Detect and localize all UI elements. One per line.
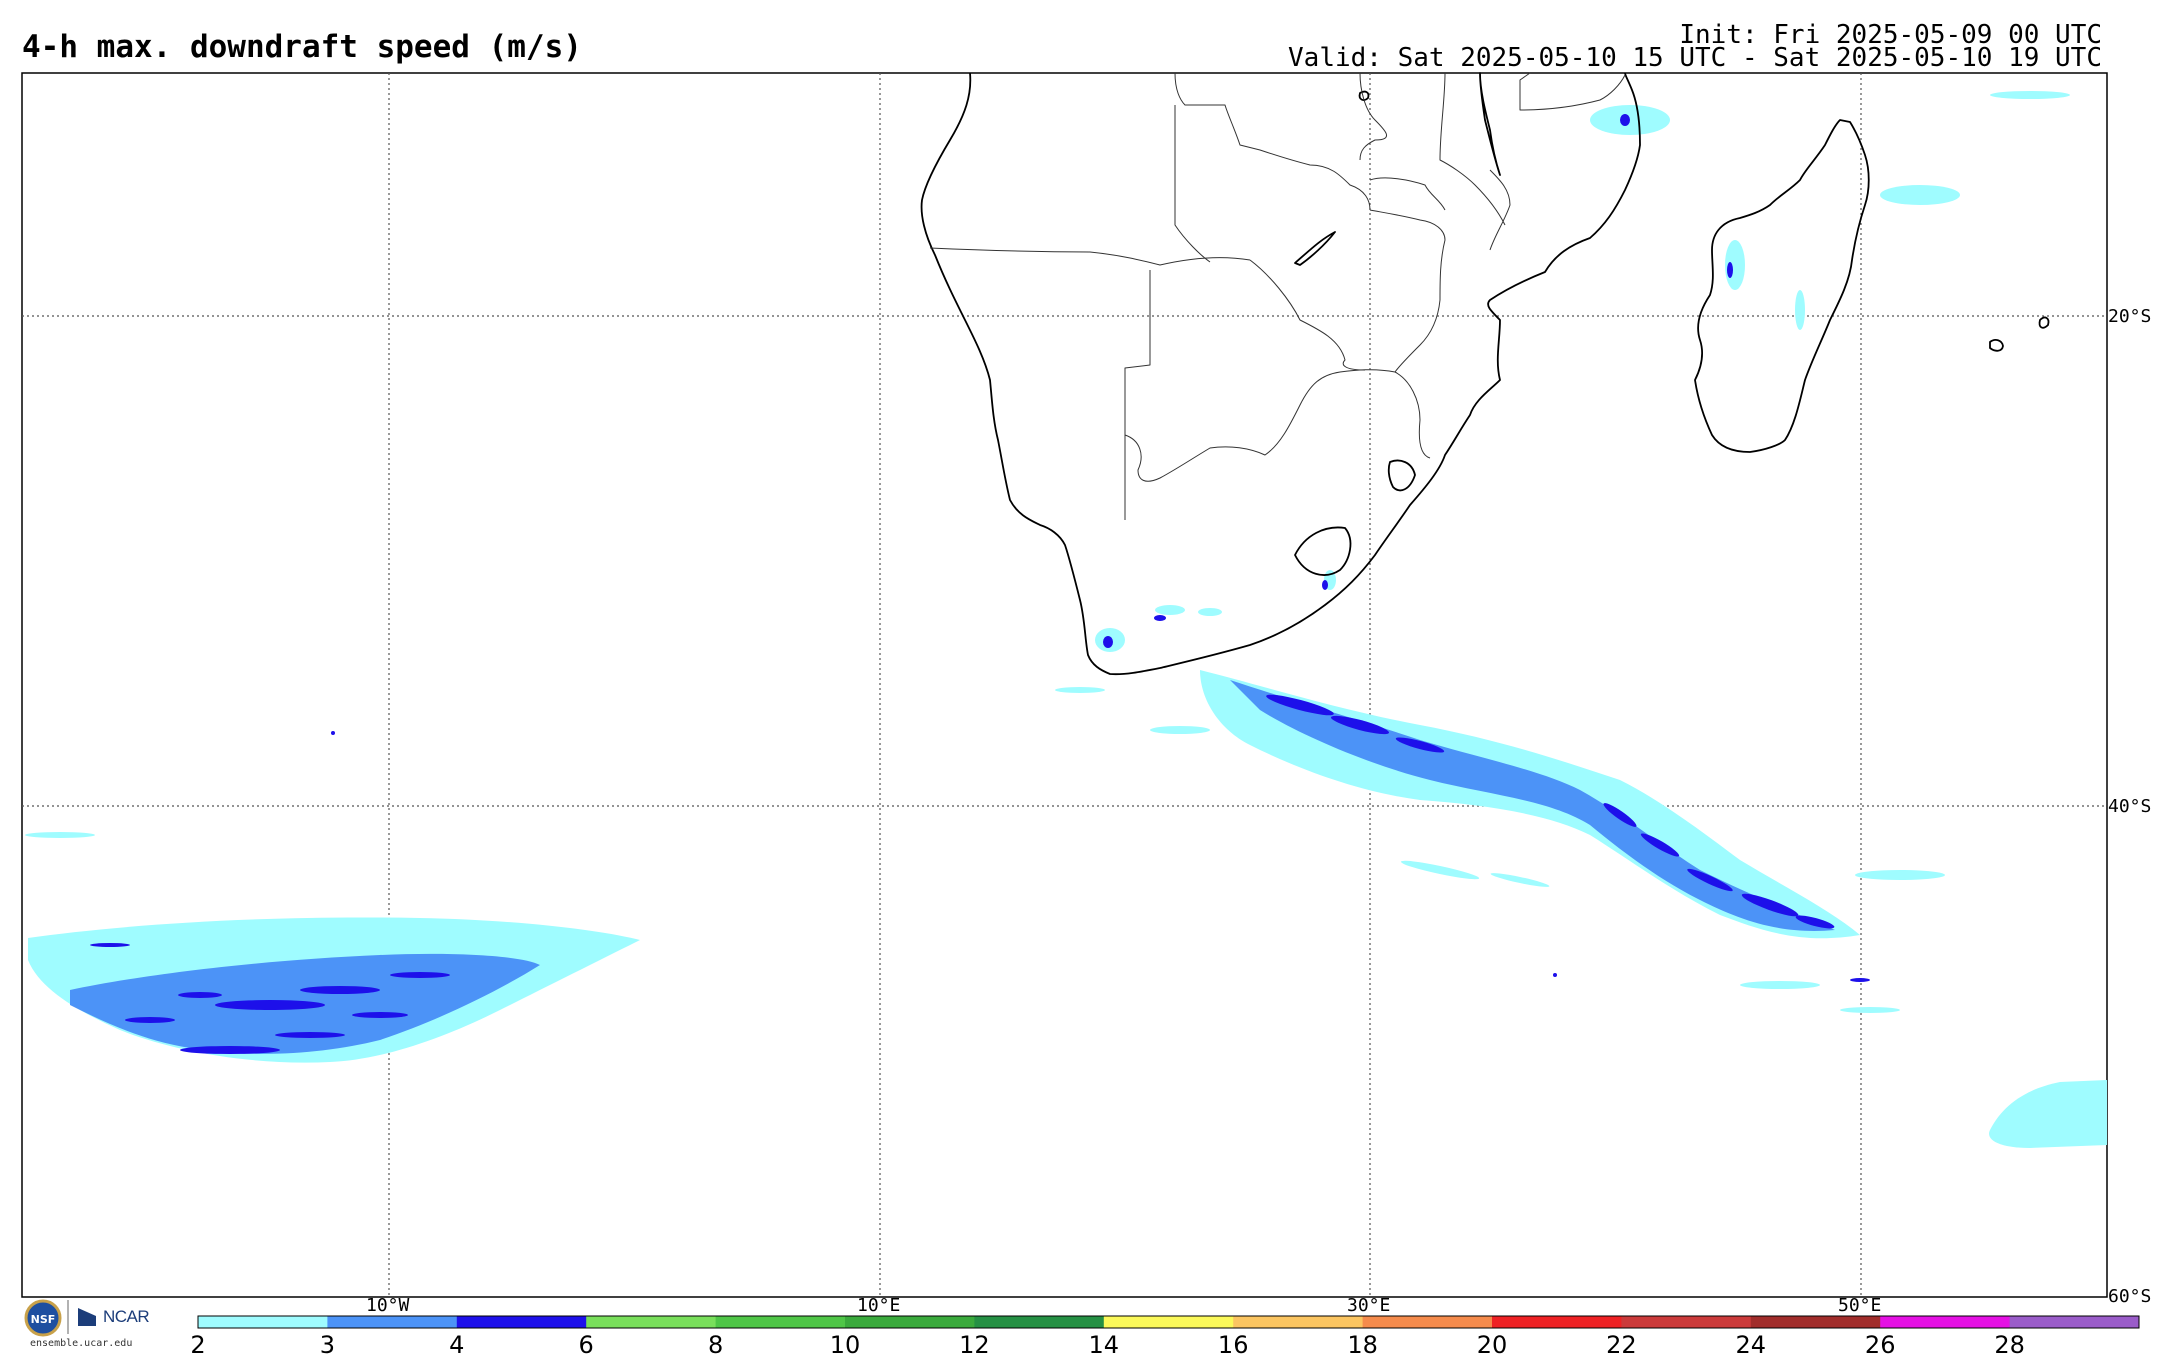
downdraft-area-land-cells: [1095, 91, 2070, 652]
colorbar-swatch: [1750, 1316, 1881, 1328]
downdraft-area-atlantic-dark: [90, 943, 450, 1054]
lon-label-10e: 10°E: [857, 1295, 900, 1316]
colorbar-swatch: [1492, 1316, 1622, 1328]
nsf-logo-text: NSF: [31, 1313, 56, 1326]
colorbar-tick-label: 3: [320, 1331, 335, 1354]
valid-time: Valid: Sat 2025-05-10 15 UTC - Sat 2025-…: [1288, 43, 2102, 73]
lat-label-20s: 20°S: [2108, 306, 2151, 327]
colorbar-swatch: [456, 1316, 587, 1328]
colorbar-swatch: [974, 1316, 1105, 1328]
lesotho-border: [1294, 526, 1352, 576]
colorbar-swatch: [586, 1316, 717, 1328]
colorbar-tick-label: 24: [1736, 1331, 1767, 1354]
lake-tanganyika: [1358, 90, 1370, 101]
colorbar-tick-label: 26: [1865, 1331, 1896, 1354]
colorbar-swatch: [2009, 1316, 2140, 1328]
ncar-logo-text: NCAR: [103, 1307, 150, 1326]
ncar-logo: NSF: [24, 1299, 96, 1337]
colorbar-tick-label: 18: [1347, 1331, 1378, 1354]
downdraft-area-front-medium: [1230, 680, 1835, 931]
lon-label-10w: 10°W: [366, 1295, 410, 1316]
colorbar-swatch: [198, 1316, 328, 1328]
map-title: 4-h max. downdraft speed (m/s): [22, 29, 582, 65]
lon-label-50e: 50°E: [1838, 1295, 1881, 1316]
downdraft-shading: [25, 91, 2107, 1148]
downdraft-area-land-cells-dark: [331, 114, 1733, 735]
site-url: ensemble.ucar.edu: [30, 1338, 133, 1349]
colorbar-outline: [197, 1315, 2140, 1329]
colorbar-tick-label: 14: [1089, 1331, 1120, 1354]
ncar-flame-icon: [78, 1308, 96, 1326]
colorbar-swatch: [327, 1316, 458, 1328]
colorbar-swatch: [1880, 1316, 2011, 1328]
madagascar-coastline: [1694, 119, 1870, 453]
lat-label-60s: 60°S: [2108, 1286, 2151, 1307]
init-time: Init: Fri 2025-05-09 00 UTC: [1679, 20, 2102, 50]
swaziland-border: [1387, 459, 1416, 492]
mauritius-coastline: [2038, 316, 2050, 329]
colorbar-tick-labels: 2 3 4 6 8 10 12 14 16 18 20 22 24 26 28: [190, 1331, 2025, 1354]
country-borders: [929, 72, 1626, 520]
lon-label-30e: 30°E: [1347, 1295, 1390, 1316]
downdraft-area-front-scattered: [25, 687, 1945, 1013]
coastlines: [920, 72, 2050, 676]
lake-malawi: [1479, 72, 1501, 176]
nsf-logo-icon: [24, 1299, 62, 1337]
colorbar-tick-label: 28: [1994, 1331, 2025, 1354]
colorbar-swatch: [715, 1316, 846, 1328]
colorbar-tick-label: 6: [579, 1331, 594, 1354]
reunion-coastline: [1989, 339, 2004, 352]
colorbar-swatch: [1621, 1316, 1752, 1328]
colorbar-tick-label: 4: [449, 1331, 464, 1354]
gridlines: [22, 73, 2107, 1297]
downdraft-area-southeast-light: [1989, 1080, 2107, 1148]
colorbar-tick-label: 22: [1606, 1331, 1637, 1354]
colorbar-swatch: [845, 1316, 975, 1328]
colorbar-swatch: [1233, 1316, 1364, 1328]
colorbar-tick-label: 16: [1218, 1331, 1249, 1354]
lake-kariba: [1294, 231, 1336, 266]
downdraft-area-front-dark: [1266, 694, 1870, 987]
africa-coastline: [920, 72, 1641, 676]
colorbar-tick-label: 2: [190, 1331, 205, 1354]
colorbar-swatch: [1362, 1316, 1493, 1328]
colorbar-swatches: [198, 1316, 2140, 1328]
colorbar-tick-label: 8: [708, 1331, 723, 1354]
colorbar-tick-label: 10: [830, 1331, 861, 1354]
map-frame: [21, 72, 2108, 1298]
colorbar-tick-label: 12: [959, 1331, 990, 1354]
colorbar-tick-label: 20: [1477, 1331, 1508, 1354]
lat-label-40s: 40°S: [2108, 796, 2151, 817]
colorbar-swatch: [1103, 1316, 1234, 1328]
